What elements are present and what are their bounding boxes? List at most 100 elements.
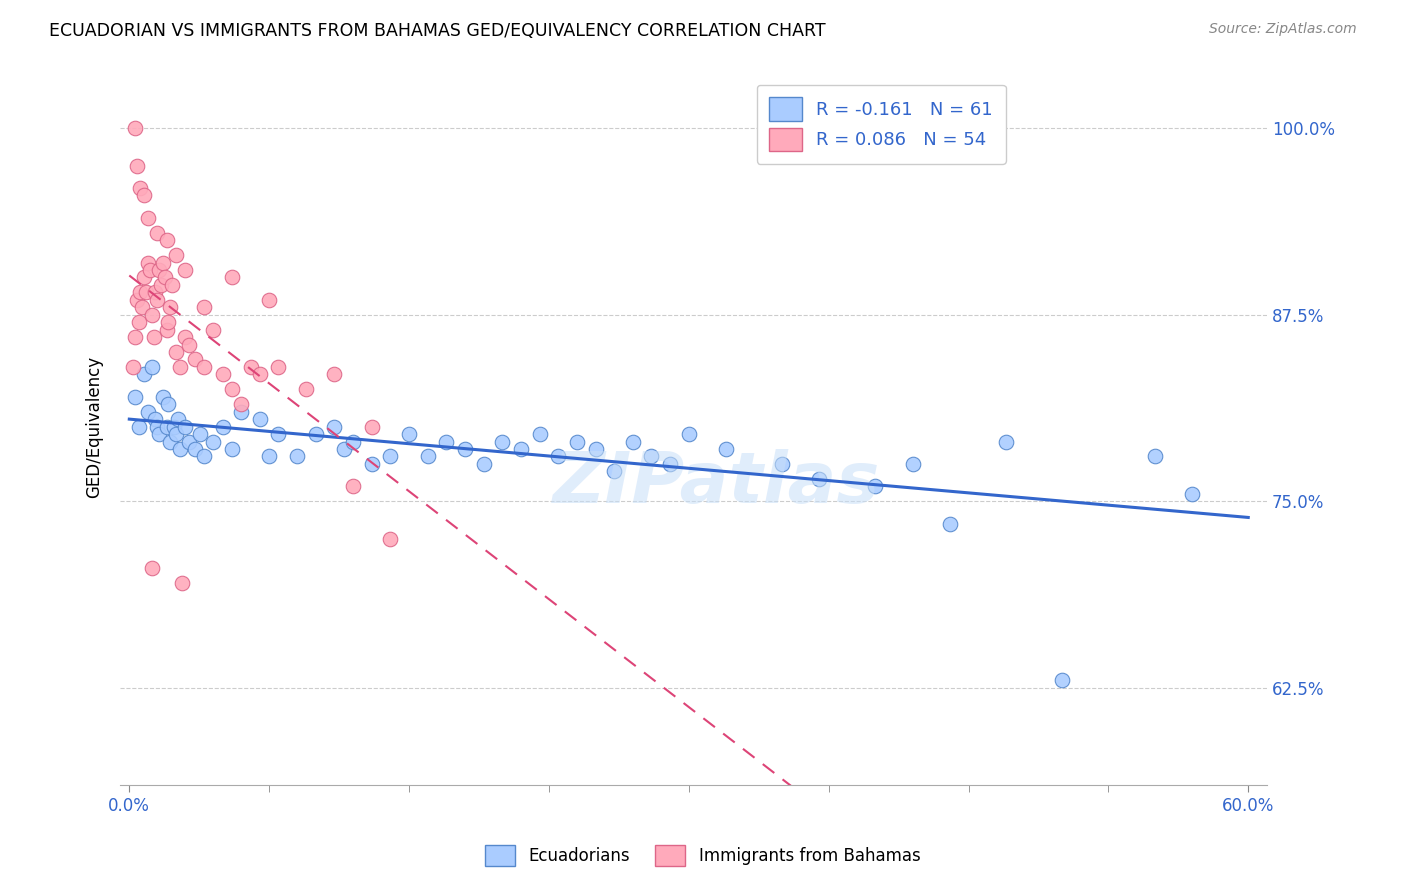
Point (155, 419, 177, 434)
Point (165, 248, 187, 262)
Point (131, 300, 153, 314)
Point (202, 434, 225, 449)
Point (1050, 673, 1073, 688)
Point (150, 277, 173, 292)
Point (221, 270, 243, 285)
Point (183, 442, 205, 456)
Point (129, 181, 152, 195)
Point (342, 479, 364, 493)
Point (159, 300, 181, 314)
Point (231, 397, 253, 411)
Point (249, 368, 271, 382)
Point (141, 359, 163, 374)
Point (165, 427, 187, 442)
Point (157, 397, 180, 411)
Point (193, 300, 215, 314)
Point (183, 352, 205, 367)
Point (285, 450, 308, 464)
Point (1143, 450, 1166, 464)
Point (155, 233, 177, 247)
Point (152, 255, 174, 269)
Point (177, 337, 200, 351)
Point (585, 442, 607, 456)
Point (257, 450, 280, 464)
Point (211, 368, 233, 382)
Point (342, 434, 364, 449)
Point (134, 188, 156, 202)
Point (659, 457, 682, 471)
Point (249, 412, 271, 426)
Point (146, 293, 169, 307)
Point (454, 442, 477, 456)
Y-axis label: GED/Equivalency: GED/Equivalency (86, 356, 103, 498)
Point (267, 427, 290, 442)
Point (257, 293, 280, 307)
Point (360, 419, 382, 434)
Point (770, 457, 793, 471)
Point (529, 427, 551, 442)
Text: Source: ZipAtlas.com: Source: ZipAtlas.com (1209, 22, 1357, 37)
Point (678, 427, 700, 442)
Point (239, 359, 262, 374)
Point (434, 434, 457, 449)
Point (148, 427, 170, 442)
Point (165, 345, 187, 359)
Point (136, 405, 159, 419)
Point (166, 412, 188, 426)
Point (193, 450, 215, 464)
Point (124, 330, 146, 344)
Point (177, 434, 200, 449)
Point (221, 442, 243, 456)
Point (145, 412, 167, 426)
Point (1181, 487, 1204, 501)
Point (621, 434, 644, 449)
Point (472, 457, 495, 471)
Point (323, 368, 346, 382)
Point (231, 405, 253, 419)
Point (211, 419, 233, 434)
Point (136, 211, 159, 225)
Point (125, 159, 148, 173)
Point (565, 434, 588, 449)
Point (332, 442, 354, 456)
Point (148, 263, 170, 277)
Point (135, 285, 157, 300)
Point (323, 419, 346, 434)
Point (267, 359, 290, 374)
Point (380, 532, 402, 546)
Point (193, 359, 215, 374)
Point (141, 308, 163, 322)
Point (808, 472, 831, 486)
Legend: Ecuadorians, Immigrants from Bahamas: Ecuadorians, Immigrants from Bahamas (479, 838, 927, 873)
Legend: R = -0.161   N = 61, R = 0.086   N = 54: R = -0.161 N = 61, R = 0.086 N = 54 (756, 85, 1005, 163)
Point (146, 419, 169, 434)
Point (547, 450, 569, 464)
Point (360, 457, 382, 471)
Point (139, 263, 162, 277)
Point (295, 382, 318, 396)
Point (188, 427, 211, 442)
Point (174, 330, 197, 344)
Point (174, 263, 197, 277)
Point (159, 434, 181, 449)
Point (134, 368, 156, 382)
Point (124, 121, 146, 136)
Point (398, 427, 420, 442)
Text: ZIPatlas: ZIPatlas (553, 450, 880, 518)
Point (134, 270, 156, 285)
Point (640, 450, 662, 464)
Point (124, 390, 146, 404)
Point (125, 293, 148, 307)
Point (141, 561, 163, 575)
Point (714, 442, 737, 456)
Point (153, 270, 176, 285)
Point (603, 464, 626, 478)
Point (170, 576, 193, 591)
Point (380, 450, 402, 464)
Point (202, 323, 225, 337)
Point (122, 359, 145, 374)
Point (994, 434, 1017, 449)
Point (169, 359, 191, 374)
Point (145, 285, 167, 300)
Point (865, 479, 887, 493)
